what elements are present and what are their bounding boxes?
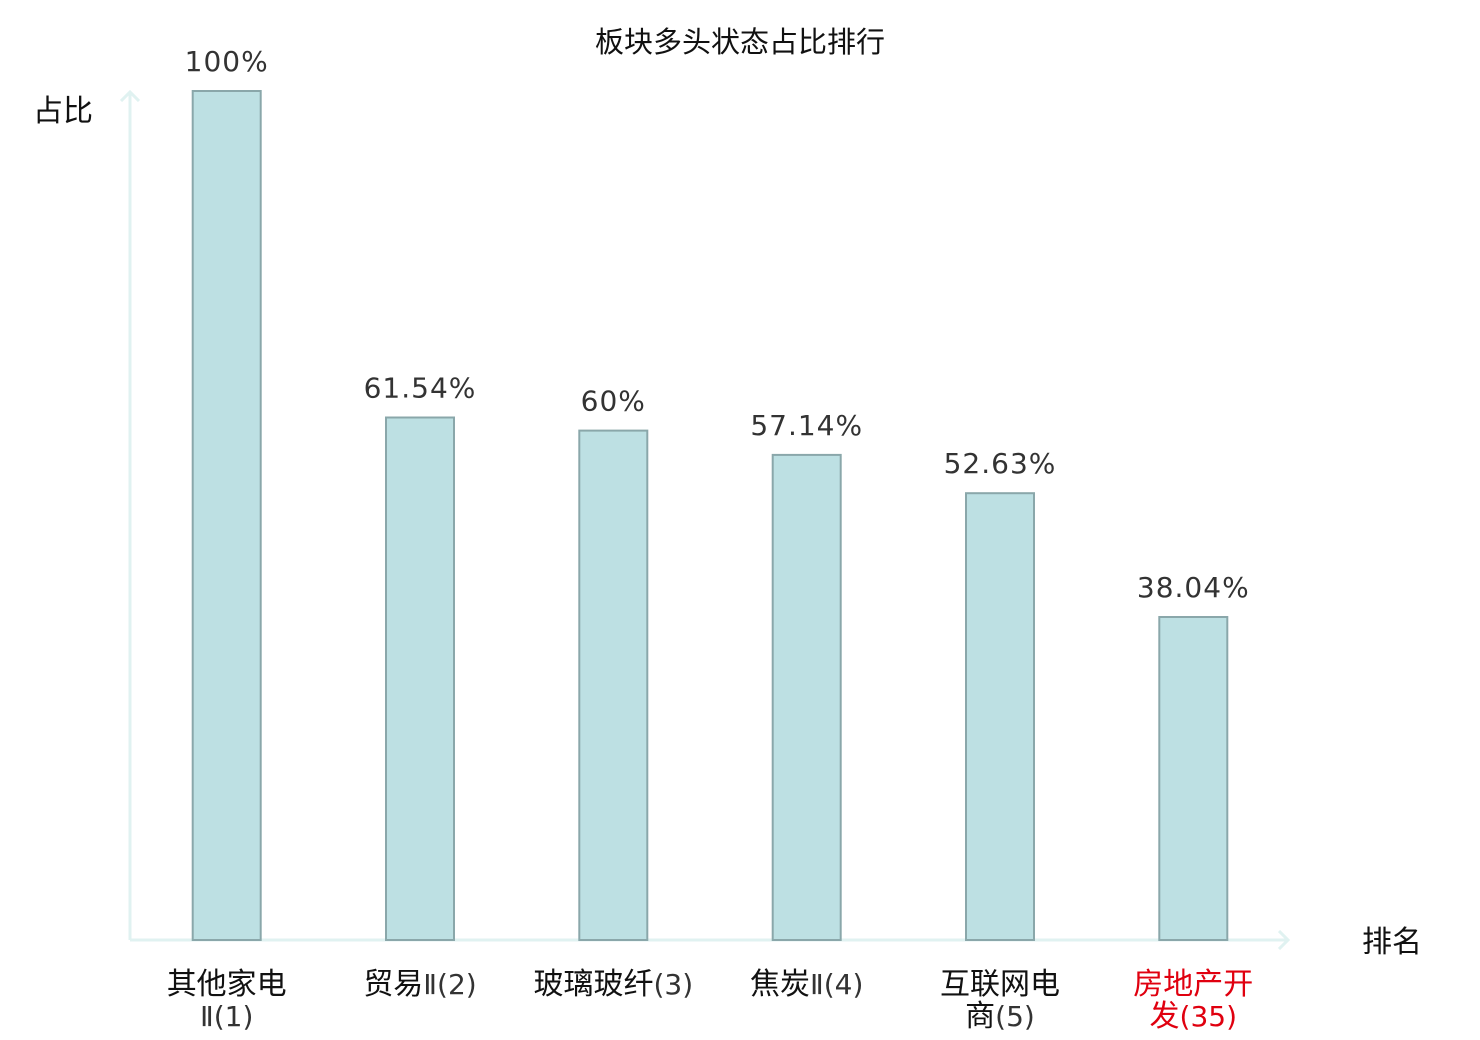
value-label-3: 60% <box>581 385 646 418</box>
bar-4 <box>771 453 842 941</box>
bar-1 <box>191 90 262 941</box>
bars-group <box>191 90 1229 941</box>
category-label-1-line-2: Ⅱ(1) <box>200 1000 253 1033</box>
bar-3 <box>578 429 649 941</box>
category-label-6-line-1: 房地产开 <box>1133 967 1253 1002</box>
value-label-5: 52.63% <box>944 447 1057 480</box>
bar-5 <box>965 492 1035 941</box>
category-label-3-line-1: 玻璃玻纤(3) <box>533 967 693 1002</box>
category-label-5-line-1: 互联网电 <box>940 967 1060 1002</box>
category-label-5-line-2: 商(5) <box>965 999 1035 1034</box>
chart-title: 板块多头状态占比排行 <box>595 25 885 59</box>
x-axis-label: 排名 <box>1362 925 1422 960</box>
category-label-4-line-1: 焦炭Ⅱ(4) <box>750 967 863 1002</box>
value-labels-group: 100% 61.54% 60% 57.14% 52.63% 38.04% <box>185 45 1250 604</box>
y-axis-label: 占比 <box>33 94 93 129</box>
category-label-1-line-1: 其他家电 <box>167 967 287 1002</box>
value-label-6: 38.04% <box>1137 571 1250 604</box>
bar-6 <box>1158 616 1229 941</box>
bar-2 <box>385 416 455 941</box>
category-label-2-line-1: 贸易Ⅱ(2) <box>363 967 476 1002</box>
value-label-1: 100% <box>185 45 269 78</box>
value-label-2: 61.54% <box>364 372 477 405</box>
category-label-6-line-2: 发(35) <box>1150 999 1237 1034</box>
value-label-4: 57.14% <box>750 409 863 442</box>
